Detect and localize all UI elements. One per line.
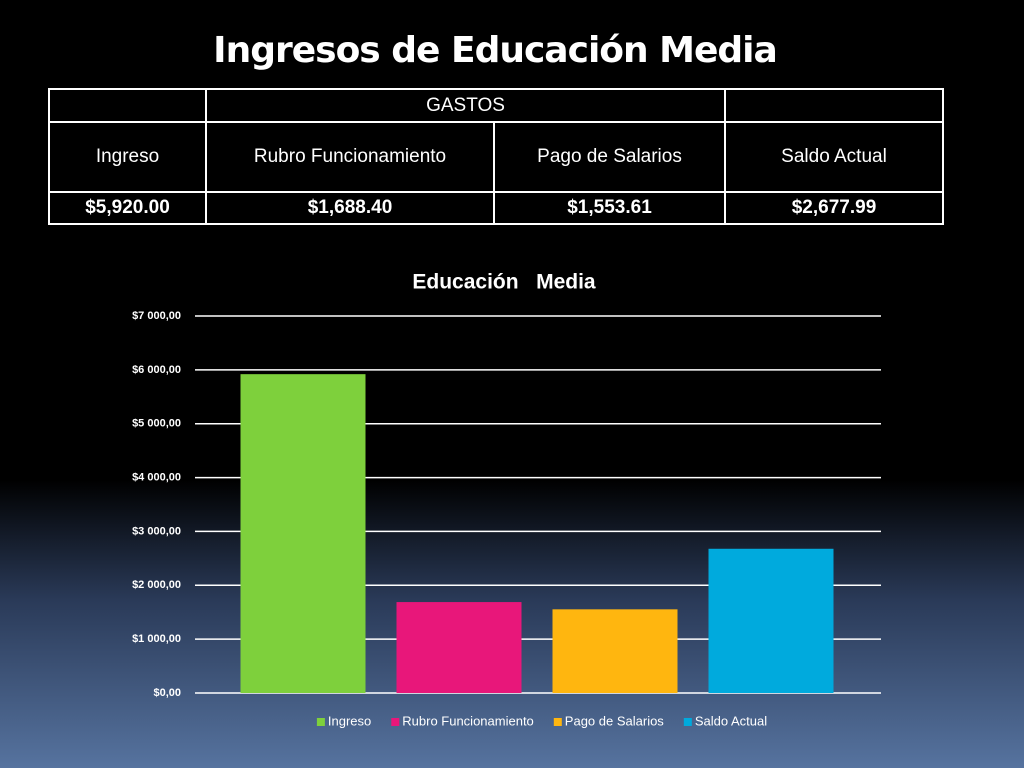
column-header: Pago de Salarios [493,121,726,193]
chart-title: Educación Media [412,271,596,294]
cell: $2,677.99 [724,191,944,225]
legend-label: Ingreso [328,713,371,728]
cell: $5,920.00 [48,191,207,225]
legend-swatch [316,718,325,726]
cell: $1,688.40 [205,191,495,225]
empty-cell [48,88,207,123]
y-tick-label: $3 000,00 [132,525,181,537]
legend-swatch [553,718,562,726]
bar [396,602,522,693]
group-header: GASTOS [205,88,726,123]
y-tick-label: $2 000,00 [132,579,181,591]
empty-cell [724,88,944,123]
legend-swatch [391,718,400,726]
column-header: Ingreso [48,121,207,193]
legend-label: Rubro Funcionamiento [402,713,534,728]
y-tick-label: $5 000,00 [132,418,181,430]
slide-title: Ingresos de Educación Media [213,30,778,71]
y-tick-label: $0,00 [153,687,181,699]
legend-label: Saldo Actual [695,713,767,728]
data-table: GASTOS Ingreso Rubro Funcionamiento Pago… [48,88,944,225]
y-tick-label: $1 000,00 [132,633,181,645]
y-tick-label: $7 000,00 [132,310,181,322]
y-tick-label: $4 000,00 [132,471,181,483]
bar [240,374,366,693]
y-tick-label: $6 000,00 [132,364,181,376]
bar [552,609,678,693]
legend-swatch [683,718,692,726]
column-header: Saldo Actual [724,121,944,193]
cell: $1,553.61 [493,191,726,225]
column-header: Rubro Funcionamiento [205,121,495,193]
legend-label: Pago de Salarios [565,713,665,728]
bar [708,548,834,693]
